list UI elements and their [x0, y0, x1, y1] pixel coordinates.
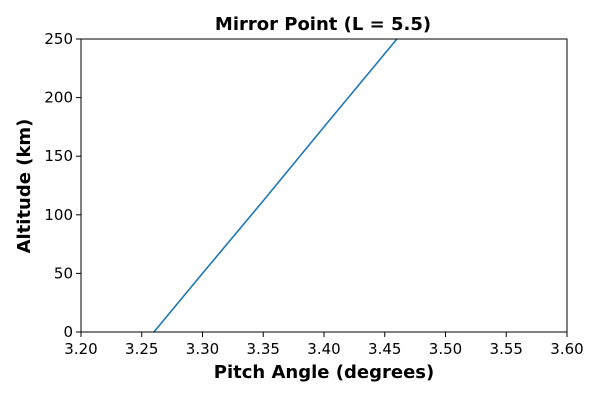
- x-tick-label: 3.20: [64, 340, 97, 358]
- x-tick-label: 3.25: [125, 340, 158, 358]
- y-tick-label: 50: [54, 264, 73, 282]
- series-line: [153, 38, 398, 333]
- plot-frame: [80, 38, 568, 333]
- x-tick-label: 3.35: [247, 340, 280, 358]
- x-tick-label: 3.50: [429, 340, 462, 358]
- x-axis-label: Pitch Angle (degrees): [214, 362, 434, 383]
- y-tick-label: 200: [44, 89, 73, 107]
- x-tick-label: 3.40: [307, 340, 340, 358]
- x-tick-label: 3.55: [490, 340, 523, 358]
- x-tick-label: 3.30: [186, 340, 219, 358]
- chart-title: Mirror Point (L = 5.5): [215, 14, 431, 35]
- y-tick-label: 250: [44, 30, 73, 48]
- y-tick-label: 0: [63, 323, 73, 341]
- y-axis-label: Altitude (km): [14, 119, 35, 254]
- y-tick-label: 150: [44, 147, 73, 165]
- plot-area: [81, 39, 567, 332]
- tick-layer: 3.20 3.25 3.30 3.35 3.40 3.45 3.50 3.55 3.60 0 50 1…: [44, 30, 583, 358]
- x-tick-label: 3.45: [368, 340, 401, 358]
- x-tick-label: 3.60: [550, 340, 583, 358]
- y-tick-label: 100: [44, 206, 73, 224]
